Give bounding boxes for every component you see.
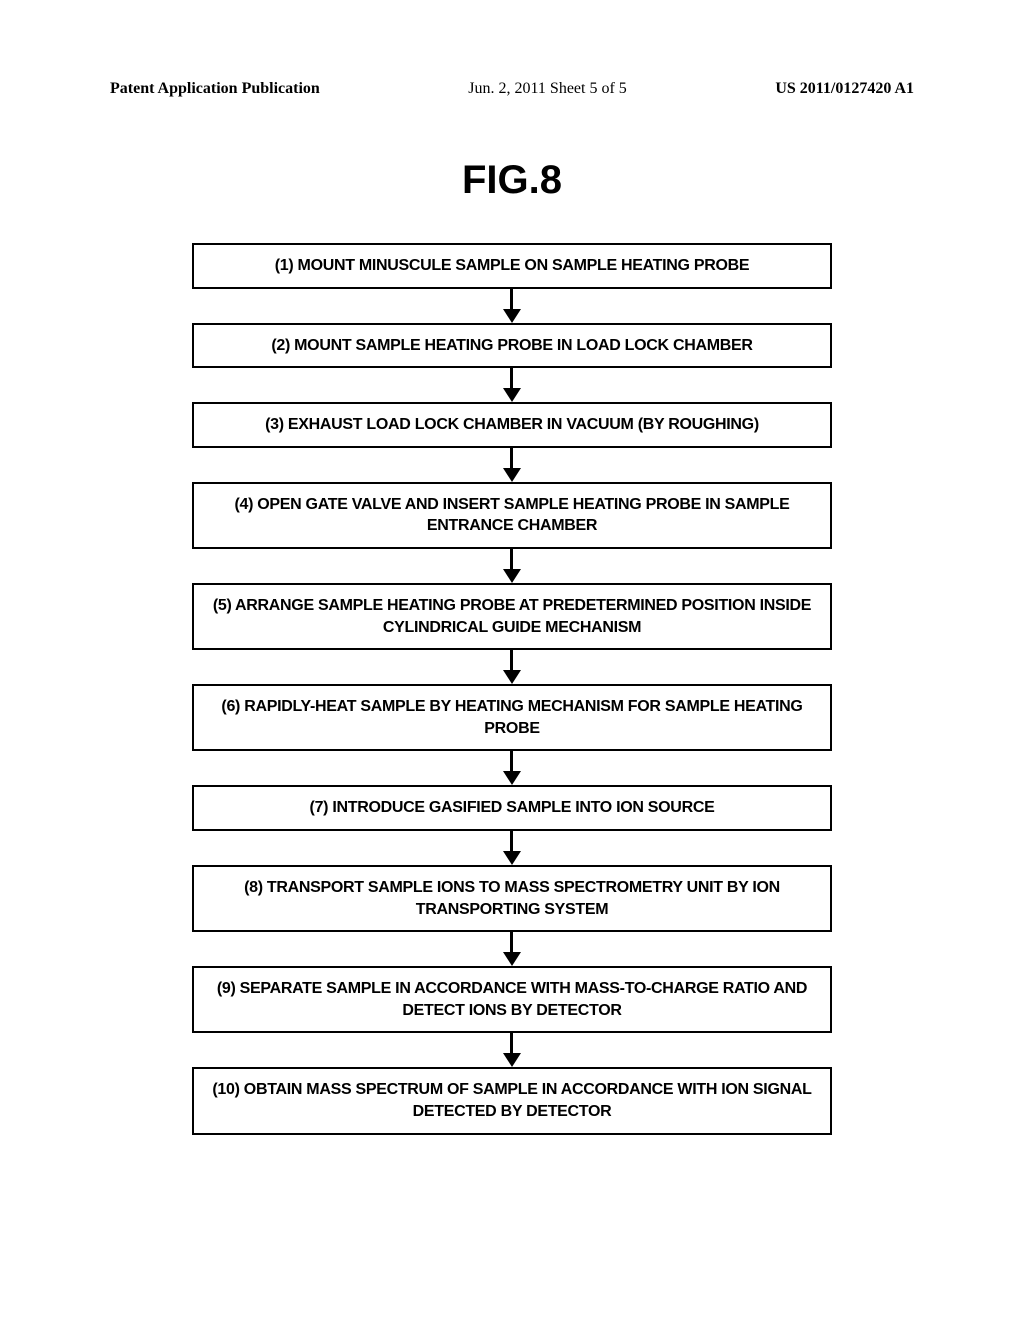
flow-step: (5) ARRANGE SAMPLE HEATING PROBE AT PRED… [192,583,832,650]
flow-step: (4) OPEN GATE VALVE AND INSERT SAMPLE HE… [192,482,832,549]
header-right: US 2011/0127420 A1 [775,80,914,98]
page-header: Patent Application Publication Jun. 2, 2… [110,80,914,98]
flow-arrow-icon [512,289,513,323]
flow-arrow-icon [512,368,513,402]
flow-arrow-icon [512,549,513,583]
flow-arrow-icon [512,831,513,865]
flowchart: (1) MOUNT MINUSCULE SAMPLE ON SAMPLE HEA… [110,243,914,1135]
flow-step: (3) EXHAUST LOAD LOCK CHAMBER IN VACUUM … [192,402,832,448]
flow-step: (2) MOUNT SAMPLE HEATING PROBE IN LOAD L… [192,323,832,369]
page: Patent Application Publication Jun. 2, 2… [0,0,1024,1320]
flow-arrow-icon [512,448,513,482]
header-left: Patent Application Publication [110,80,320,98]
flow-step: (10) OBTAIN MASS SPECTRUM OF SAMPLE IN A… [192,1067,832,1134]
figure-title: FIG.8 [110,158,914,203]
flow-step: (8) TRANSPORT SAMPLE IONS TO MASS SPECTR… [192,865,832,932]
flow-arrow-icon [512,751,513,785]
flow-step: (9) SEPARATE SAMPLE IN ACCORDANCE WITH M… [192,966,832,1033]
flow-arrow-icon [512,932,513,966]
flow-arrow-icon [512,1033,513,1067]
header-mid: Jun. 2, 2011 Sheet 5 of 5 [468,80,627,98]
flow-step: (1) MOUNT MINUSCULE SAMPLE ON SAMPLE HEA… [192,243,832,289]
flow-arrow-icon [512,650,513,684]
flow-step: (7) INTRODUCE GASIFIED SAMPLE INTO ION S… [192,785,832,831]
flow-step: (6) RAPIDLY-HEAT SAMPLE BY HEATING MECHA… [192,684,832,751]
